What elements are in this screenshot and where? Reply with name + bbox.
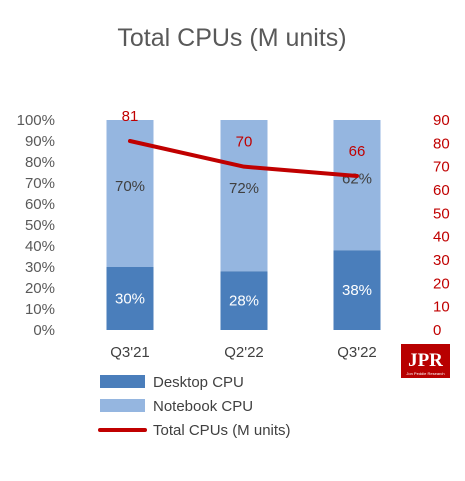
legend-label: Notebook CPU bbox=[153, 398, 253, 415]
y-left-tick-label: 90% bbox=[25, 133, 55, 150]
y-right-tick-label: 10 bbox=[433, 299, 450, 316]
y-right-tick-label: 40 bbox=[433, 229, 450, 246]
y-right-tick-label: 90 bbox=[433, 112, 450, 129]
y-left-tick-label: 80% bbox=[25, 154, 55, 171]
bar-segment-desktop-cpu bbox=[220, 271, 268, 330]
line-data-label: 66 bbox=[349, 143, 366, 160]
bar-data-label: 72% bbox=[229, 180, 259, 197]
y-right-tick-label: 0 bbox=[433, 322, 441, 339]
chart-title: Total CPUs (M units) bbox=[117, 24, 346, 52]
y-left-tick-label: 10% bbox=[25, 301, 55, 318]
y-right-tick-label: 50 bbox=[433, 205, 450, 222]
line-data-label: 81 bbox=[122, 108, 139, 125]
bar-segment-desktop-cpu bbox=[106, 267, 154, 330]
line-point bbox=[243, 166, 245, 168]
y-right-tick-label: 70 bbox=[433, 159, 450, 176]
y-left-tick-label: 30% bbox=[25, 259, 55, 276]
y-right-tick-label: 20 bbox=[433, 275, 450, 292]
legend-label: Total CPUs (M units) bbox=[153, 422, 291, 439]
y-left-tick-label: 40% bbox=[25, 238, 55, 255]
logo-text: JPR bbox=[408, 350, 443, 371]
x-category-label: Q3'21 bbox=[110, 344, 150, 361]
plot-area: 0% 10% 20% 30% 40% 50% 60% 70% 80% 90% 100% 0 10 20 30… bbox=[17, 108, 450, 361]
logo-subtext: Jon Peddie Research bbox=[406, 371, 444, 376]
y-left-tick-label: 50% bbox=[25, 217, 55, 234]
bar-data-label: 70% bbox=[115, 178, 145, 195]
bar-data-label: 30% bbox=[115, 291, 145, 308]
legend-swatch bbox=[100, 399, 145, 412]
y-left-tick-label: 0% bbox=[33, 322, 55, 339]
x-category-label: Q2'22 bbox=[224, 344, 264, 361]
bar-data-label: 28% bbox=[229, 293, 259, 310]
y-left-tick-label: 70% bbox=[25, 175, 55, 192]
legend-label: Desktop CPU bbox=[153, 374, 244, 391]
logo-box bbox=[401, 344, 450, 378]
bar-data-label: 38% bbox=[342, 282, 372, 299]
y-right-tick-label: 80 bbox=[433, 135, 450, 152]
y-left-tick-label: 100% bbox=[17, 112, 55, 129]
legend-swatch bbox=[100, 375, 145, 388]
legend: Desktop CPU Notebook CPU Total CPUs (M uni… bbox=[98, 374, 291, 439]
line-data-label: 70 bbox=[236, 134, 253, 151]
bar-segment-notebook-cpu bbox=[333, 120, 381, 251]
line-point bbox=[356, 175, 358, 177]
y-left-tick-label: 60% bbox=[25, 196, 55, 213]
y-right-tick-label: 60 bbox=[433, 182, 450, 199]
line-point bbox=[129, 140, 131, 142]
y-right-tick-label: 30 bbox=[433, 252, 450, 269]
bar-segment-desktop-cpu bbox=[333, 250, 381, 330]
bar-segment-notebook-cpu bbox=[220, 120, 268, 272]
x-category-label: Q3'22 bbox=[337, 344, 377, 361]
y-left-tick-label: 20% bbox=[25, 280, 55, 297]
